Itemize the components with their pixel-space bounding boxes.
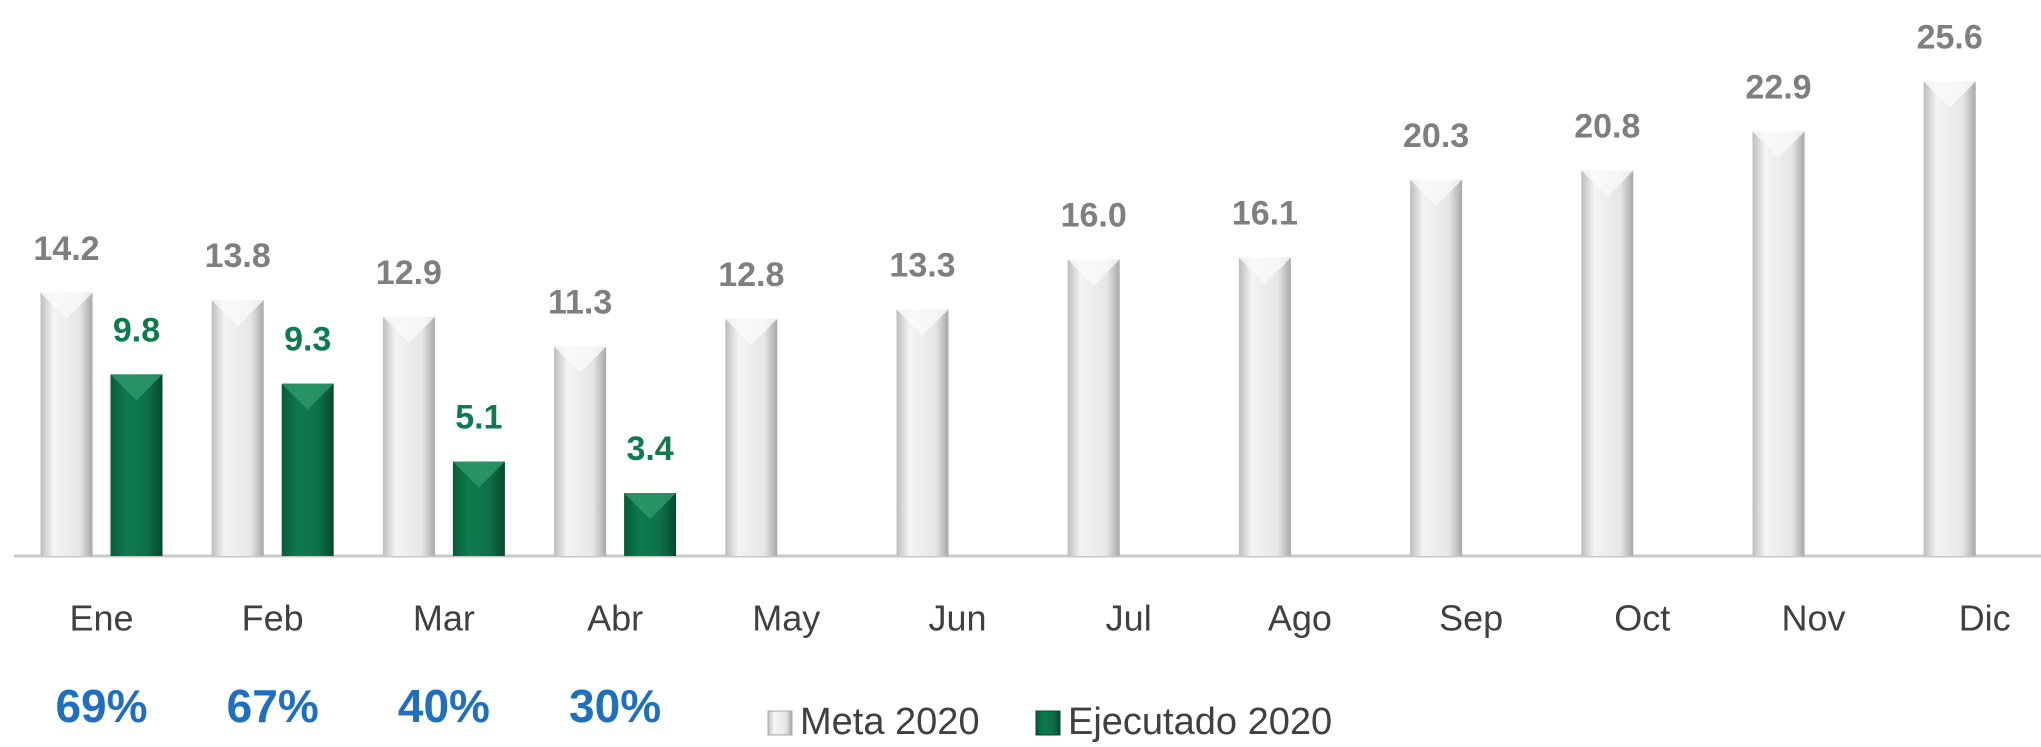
x-tick-label: Jun — [928, 598, 986, 639]
bar — [554, 346, 607, 556]
bar-bevel — [1238, 257, 1291, 284]
bar — [896, 309, 949, 556]
data-label: 12.8 — [718, 256, 784, 294]
bar-bevel — [1752, 131, 1805, 158]
bar-bevel — [725, 318, 778, 345]
data-label: 20.3 — [1403, 117, 1469, 155]
bar — [725, 318, 778, 556]
bar-bevel — [1923, 81, 1976, 108]
data-label: 16.0 — [1061, 196, 1127, 234]
bar — [1238, 257, 1291, 556]
data-label: 13.8 — [205, 237, 271, 275]
bar-bevel — [1067, 259, 1120, 286]
x-tick-label: Jul — [1106, 598, 1152, 639]
x-tick-label: Ene — [69, 598, 133, 639]
data-label: 5.1 — [455, 398, 502, 436]
data-label: 14.2 — [33, 230, 99, 268]
data-label: 22.9 — [1745, 69, 1811, 107]
x-tick-label: Oct — [1614, 598, 1670, 639]
x-tick-label: Nov — [1781, 598, 1845, 639]
legend-swatch — [767, 710, 793, 736]
legend-label: Meta 2020 — [800, 701, 980, 743]
bar-bevel — [382, 316, 435, 343]
data-label: 9.3 — [284, 321, 331, 359]
x-tick-label: May — [752, 598, 820, 639]
data-label: 9.8 — [113, 311, 160, 349]
data-label: 11.3 — [548, 284, 612, 322]
annotation: 30% — [569, 680, 661, 732]
x-tick-label: Mar — [413, 598, 475, 639]
data-label: 3.4 — [626, 430, 673, 468]
x-tick-label: Feb — [242, 598, 304, 639]
bar — [1923, 81, 1976, 557]
bar — [110, 374, 163, 556]
data-label: 20.8 — [1574, 107, 1640, 145]
data-label: 25.6 — [1917, 19, 1983, 57]
bar — [1410, 179, 1463, 557]
bar-bevel — [624, 492, 677, 519]
annotation: 69% — [55, 680, 147, 732]
x-tick-label: Ago — [1268, 598, 1332, 639]
bar — [211, 300, 264, 556]
bar — [281, 383, 334, 556]
bar — [1752, 131, 1805, 556]
x-tick-label: Sep — [1439, 598, 1503, 639]
bar-bevel — [452, 461, 505, 488]
x-tick-label: Abr — [587, 598, 643, 639]
legend-swatch — [1035, 710, 1061, 736]
bar — [1581, 170, 1634, 557]
bar-bevel — [1410, 179, 1463, 206]
data-label: 16.1 — [1232, 195, 1298, 233]
bar-bevel — [40, 292, 93, 319]
bar-bevel — [554, 346, 607, 373]
bar-bevel — [896, 309, 949, 336]
x-tick-label: Dic — [1959, 598, 2011, 639]
bar-bevel — [1581, 170, 1634, 197]
bar-bevel — [281, 383, 334, 410]
annotation: 40% — [398, 680, 490, 732]
bar — [1067, 259, 1120, 556]
bar-bevel — [110, 374, 163, 401]
bar — [382, 316, 435, 556]
bar-bevel — [211, 300, 264, 327]
data-label: 13.3 — [889, 246, 955, 284]
annotation: 67% — [227, 680, 319, 732]
bar — [40, 292, 93, 556]
legend-label: Ejecutado 2020 — [1068, 701, 1332, 743]
data-label: 12.9 — [376, 254, 442, 292]
